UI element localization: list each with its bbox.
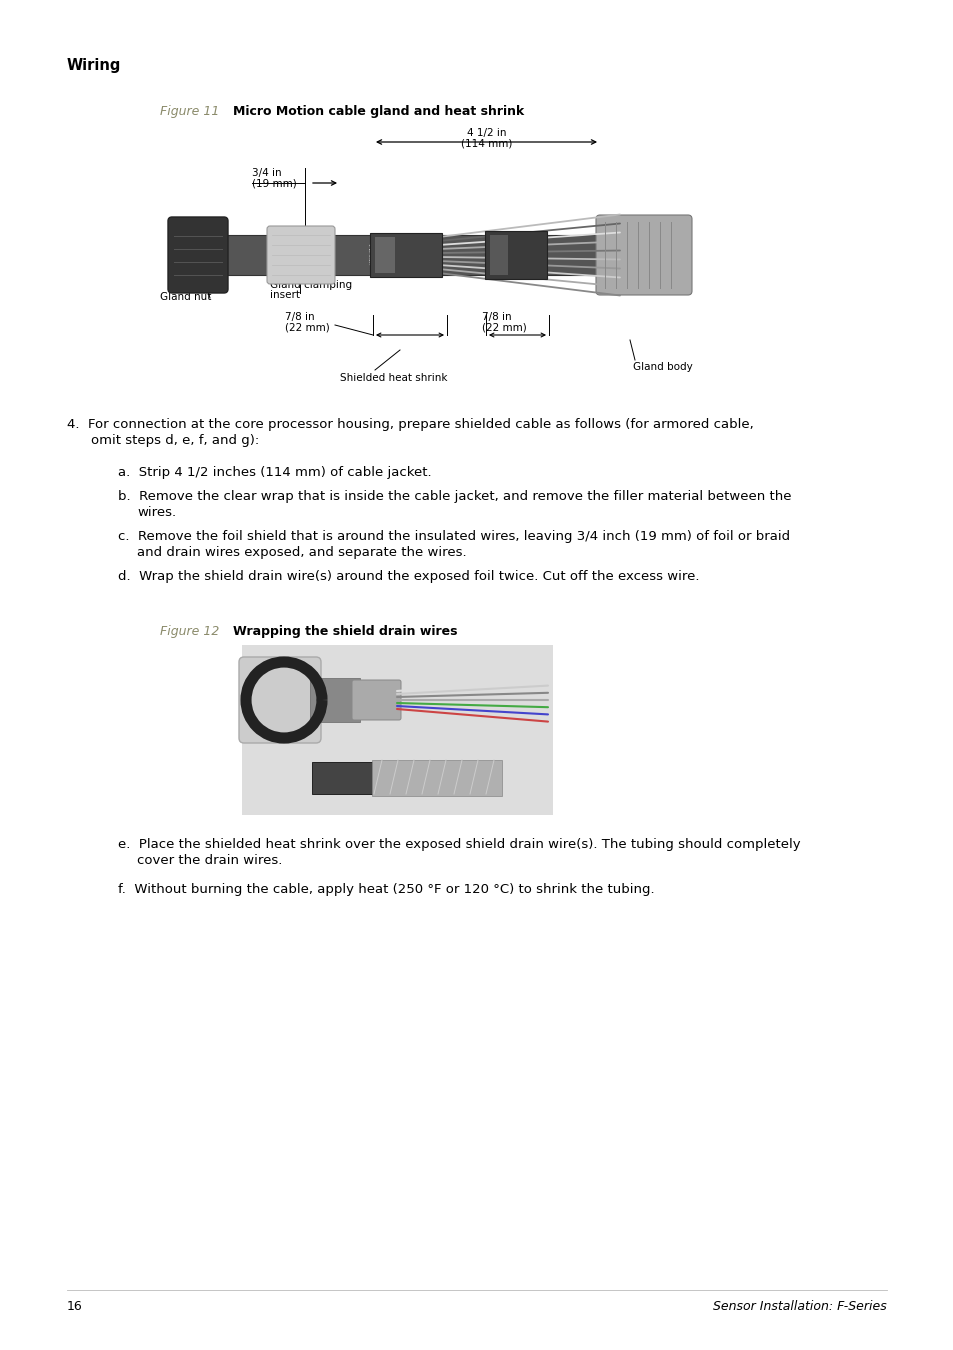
Text: Wrapping the shield drain wires: Wrapping the shield drain wires (233, 625, 457, 639)
Text: 3/4 in: 3/4 in (252, 167, 281, 178)
Text: (114 mm): (114 mm) (461, 138, 512, 148)
Bar (242, 645, 553, 815)
Text: 4.  For connection at the core processor housing, prepare shielded cable as foll: 4. For connection at the core processor … (67, 418, 753, 431)
Text: d.  Wrap the shield drain wire(s) around the exposed foil twice. Cut off the exc: d. Wrap the shield drain wire(s) around … (118, 570, 699, 583)
Text: and drain wires exposed, and separate the wires.: and drain wires exposed, and separate th… (137, 545, 466, 559)
Text: e.  Place the shielded heat shrink over the exposed shield drain wire(s). The tu: e. Place the shielded heat shrink over t… (118, 838, 800, 850)
Bar (178, 235, 607, 275)
Text: Gland nut: Gland nut (160, 292, 212, 302)
Bar (375, 238, 395, 273)
Bar (372, 760, 501, 796)
Text: 7/8 in: 7/8 in (285, 312, 314, 323)
Text: Wiring: Wiring (67, 58, 121, 73)
FancyBboxPatch shape (352, 680, 400, 720)
Text: (22 mm): (22 mm) (481, 323, 526, 332)
Bar (490, 235, 507, 275)
Text: 16: 16 (67, 1300, 83, 1314)
Bar (370, 234, 441, 277)
FancyBboxPatch shape (596, 215, 691, 296)
Text: a.  Strip 4 1/2 inches (114 mm) of cable jacket.: a. Strip 4 1/2 inches (114 mm) of cable … (118, 466, 431, 479)
Text: Micro Motion cable gland and heat shrink: Micro Motion cable gland and heat shrink (233, 105, 524, 117)
Text: Figure 12: Figure 12 (160, 625, 219, 639)
FancyBboxPatch shape (267, 225, 335, 284)
Text: omit steps d, e, f, and g):: omit steps d, e, f, and g): (91, 433, 259, 447)
Bar (310, 678, 359, 722)
Text: cover the drain wires.: cover the drain wires. (137, 855, 282, 867)
Text: c.  Remove the foil shield that is around the insulated wires, leaving 3/4 inch : c. Remove the foil shield that is around… (118, 531, 789, 543)
Bar (484, 231, 546, 279)
FancyBboxPatch shape (168, 217, 228, 293)
Text: (22 mm): (22 mm) (285, 323, 330, 332)
Text: b.  Remove the clear wrap that is inside the cable jacket, and remove the filler: b. Remove the clear wrap that is inside … (118, 490, 791, 504)
Text: (19 mm): (19 mm) (252, 178, 296, 188)
Text: wires.: wires. (137, 506, 176, 518)
Text: f.  Without burning the cable, apply heat (250 °F or 120 °C) to shrink the tubin: f. Without burning the cable, apply heat… (118, 883, 654, 896)
Bar (312, 761, 432, 794)
Text: Sensor Installation: F-Series: Sensor Installation: F-Series (713, 1300, 886, 1314)
Text: Figure 11: Figure 11 (160, 105, 219, 117)
Text: Gland body: Gland body (633, 362, 692, 373)
Text: Shielded heat shrink: Shielded heat shrink (339, 373, 447, 383)
FancyBboxPatch shape (239, 657, 320, 742)
Text: insert: insert (270, 290, 299, 300)
Text: 4 1/2 in: 4 1/2 in (467, 128, 506, 138)
Text: 7/8 in: 7/8 in (481, 312, 511, 323)
Text: Gland clamping: Gland clamping (270, 279, 352, 290)
